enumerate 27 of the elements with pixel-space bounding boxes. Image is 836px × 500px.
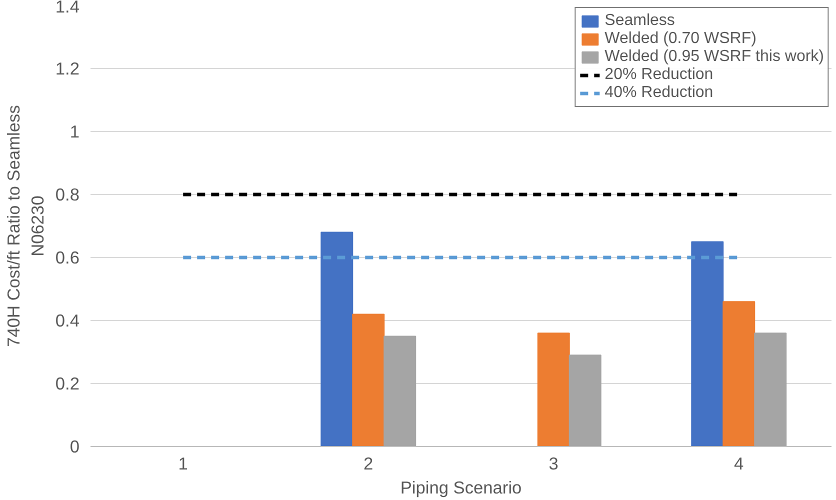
bar	[754, 332, 787, 446]
legend-label: Welded (0.95 WSRF this work)	[604, 48, 824, 66]
y-tick-label: 1.2	[55, 58, 80, 78]
legend-label: Welded (0.70 WSRF)	[604, 30, 756, 48]
bar	[722, 301, 756, 446]
x-tick-label: 3	[548, 454, 558, 474]
y-tick-label: 0	[70, 436, 80, 456]
y-tick-label: 0.8	[55, 184, 80, 204]
y-tick-label: 1.4	[55, 0, 80, 16]
bar	[537, 332, 570, 446]
y-tick-label: 0.2	[55, 374, 80, 394]
x-tick-label: 4	[734, 454, 744, 474]
bar	[691, 241, 724, 446]
x-tick-label: 1	[178, 454, 188, 474]
y-tick-label: 1	[70, 122, 80, 142]
x-axis-title: Piping Scenario	[400, 478, 522, 498]
legend-label: 20% Reduction	[604, 66, 714, 84]
y-tick-label: 0.4	[55, 310, 80, 330]
legend-label: 40% Reduction	[604, 84, 714, 102]
y-axis-title: 740H Cost/ft Ratio to Seamless N06230	[3, 104, 48, 347]
bar	[320, 232, 354, 446]
bar	[568, 354, 602, 446]
bar	[384, 336, 416, 446]
bar	[352, 314, 385, 446]
x-tick-label: 2	[364, 454, 374, 474]
y-tick-label: 0.6	[55, 248, 80, 268]
legend-label: Seamless	[604, 12, 675, 30]
